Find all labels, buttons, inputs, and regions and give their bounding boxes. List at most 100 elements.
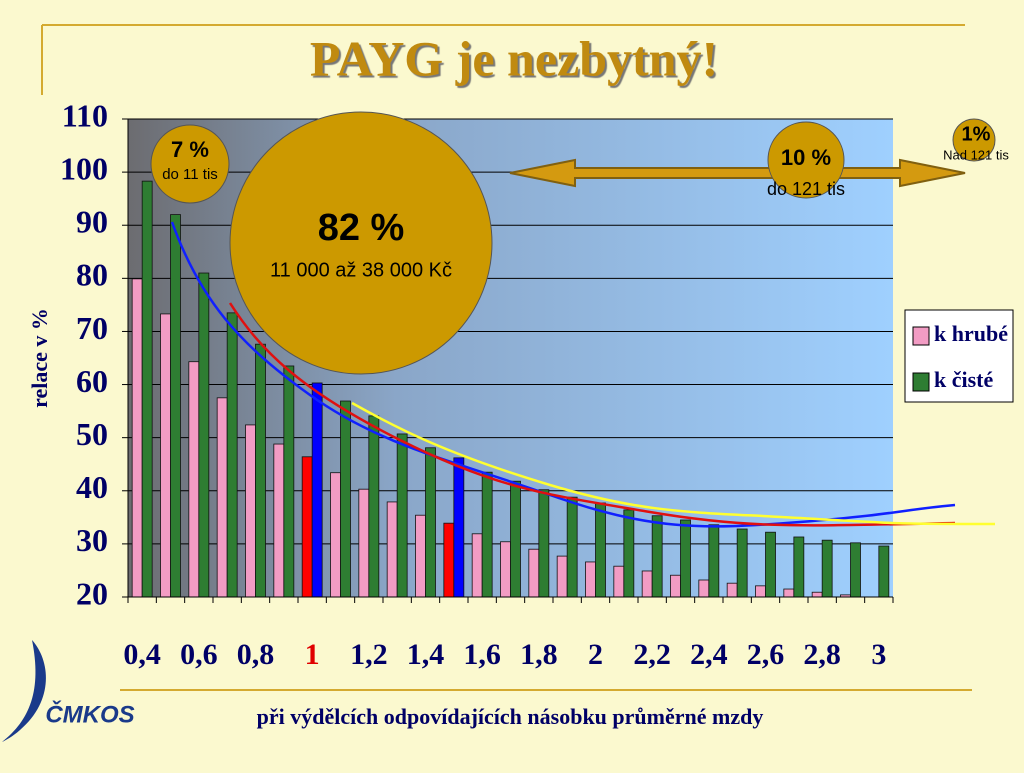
annotation-sub: do 121 tis xyxy=(767,179,845,199)
trend-line xyxy=(351,401,996,526)
logo-mark xyxy=(2,640,46,742)
logo-text: ČMKOS xyxy=(45,700,134,728)
y-tick-label: 110 xyxy=(62,97,108,133)
bar xyxy=(283,365,295,598)
bar xyxy=(556,555,568,598)
x-tick-label: 0,8 xyxy=(237,638,275,671)
legend-swatch xyxy=(912,326,930,346)
bar xyxy=(141,180,153,598)
legend: k hrubé k čisté xyxy=(904,309,1014,403)
bar xyxy=(358,488,370,598)
x-axis-title: při výdělcích odpovídajících násobku prů… xyxy=(257,704,764,729)
x-tick-label: 1,4 xyxy=(407,638,445,671)
y-tick-label: 100 xyxy=(60,150,108,186)
bar xyxy=(538,489,550,598)
bar xyxy=(528,548,540,598)
bar xyxy=(368,415,380,598)
x-tick-label: 1,2 xyxy=(350,638,388,671)
bar xyxy=(273,443,285,598)
bar xyxy=(585,561,596,598)
annotation-label: 1% xyxy=(962,123,991,145)
bar xyxy=(821,539,833,598)
bar xyxy=(170,214,181,598)
legend-label: k hrubé xyxy=(934,321,1008,346)
x-tick-label: 2,2 xyxy=(633,638,671,671)
y-tick-label: 50 xyxy=(76,416,108,452)
x-tick-label: 0,4 xyxy=(123,638,161,671)
bar xyxy=(680,519,691,598)
bar xyxy=(453,457,465,598)
annotation-circle xyxy=(150,124,230,204)
annotation-circle xyxy=(767,121,845,199)
bar xyxy=(188,361,200,598)
bar xyxy=(160,313,171,598)
bar xyxy=(425,447,436,598)
trend-line xyxy=(228,302,956,527)
bar xyxy=(755,585,766,598)
bar xyxy=(726,582,738,598)
bar xyxy=(216,397,228,598)
x-tick-label: 1,8 xyxy=(520,638,558,671)
y-tick-label: 20 xyxy=(76,575,108,611)
x-tick-label: 2 xyxy=(588,638,603,671)
trend-lines xyxy=(170,221,996,528)
bar xyxy=(811,591,823,598)
bar xyxy=(226,312,238,598)
bar xyxy=(765,531,776,598)
annotation-label: 82 % xyxy=(318,207,405,249)
y-tick-label: 30 xyxy=(76,522,108,558)
x-tick-label: 0,6 xyxy=(180,638,218,671)
y-tick-label: 80 xyxy=(76,257,108,293)
bar xyxy=(131,278,143,598)
bar xyxy=(340,400,351,598)
bar xyxy=(481,471,493,598)
annotation-sub: do 11 tis xyxy=(162,166,218,183)
bar xyxy=(255,343,266,598)
bar xyxy=(623,509,635,598)
x-tick-label: 3 xyxy=(871,638,886,671)
bar xyxy=(198,272,210,598)
bar xyxy=(245,424,256,598)
bar xyxy=(670,574,681,598)
bar xyxy=(850,542,861,598)
x-tick-label: 2,8 xyxy=(803,638,841,671)
x-tick-label: 2,4 xyxy=(690,638,728,671)
bar xyxy=(301,456,313,598)
bar xyxy=(471,533,483,598)
annotation-label: 7 % xyxy=(171,137,209,162)
bar xyxy=(793,536,805,598)
bar xyxy=(396,433,408,598)
y-tick-label: 40 xyxy=(76,469,108,505)
bar xyxy=(736,528,748,598)
x-tick-label: 1,6 xyxy=(463,638,501,671)
legend-swatch xyxy=(912,372,930,392)
annotation-sub: 11 000 až 38 000 Kč xyxy=(270,259,452,281)
bar xyxy=(386,501,398,598)
bar xyxy=(641,570,653,598)
y-tick-label: 60 xyxy=(76,363,108,399)
annotation-circle xyxy=(229,111,493,375)
bar xyxy=(613,565,625,598)
bar xyxy=(783,588,795,598)
bar xyxy=(698,579,710,598)
bar xyxy=(311,382,323,598)
bar xyxy=(595,502,606,598)
annotation-sub: Nad 121 tis xyxy=(943,147,1009,162)
range-arrow xyxy=(509,158,966,188)
bar xyxy=(651,515,663,598)
bar xyxy=(330,472,341,598)
y-tick-label: 90 xyxy=(76,204,108,240)
bar xyxy=(415,514,426,598)
bar xyxy=(708,524,720,598)
x-tick-label: 2,6 xyxy=(747,638,785,671)
y-axis-title: relace v % xyxy=(27,308,52,408)
x-tick-label: 1 xyxy=(305,638,320,671)
bar xyxy=(566,496,578,598)
bar xyxy=(510,480,521,598)
slide-title: PAYG je nezbytný! xyxy=(310,30,718,86)
bar xyxy=(443,522,455,598)
legend-label: k čisté xyxy=(934,367,994,392)
annotation-label: 10 % xyxy=(781,145,831,170)
bar xyxy=(500,541,511,598)
